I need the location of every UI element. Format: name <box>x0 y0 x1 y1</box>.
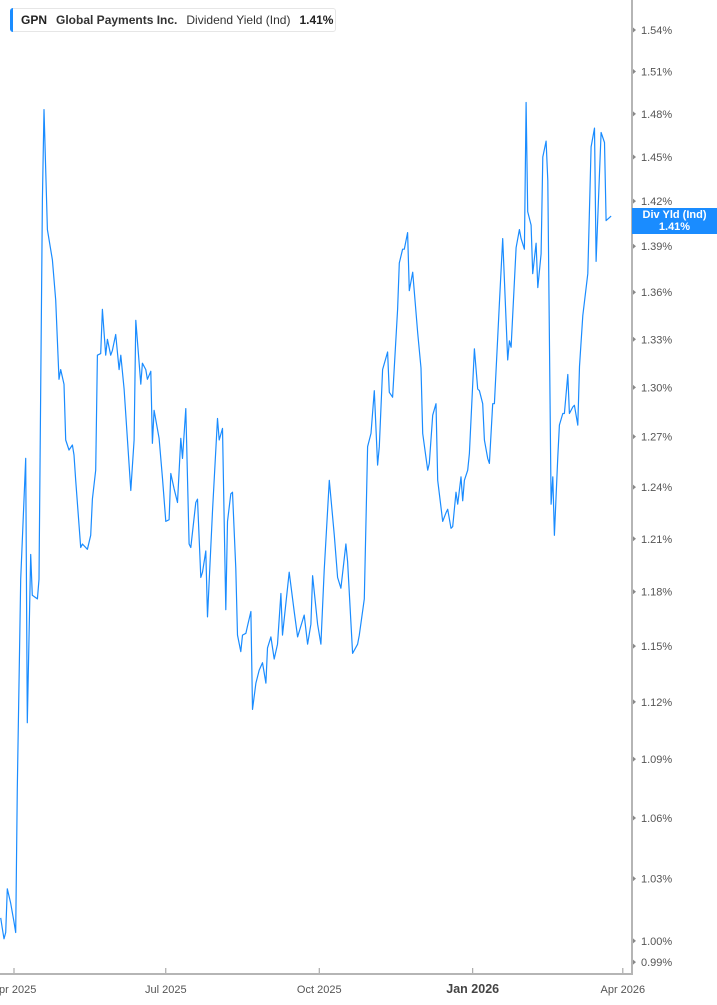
legend-metric: Dividend Yield (Ind) <box>186 13 291 27</box>
y-tick-label: 1.18% <box>641 587 672 599</box>
y-tick-label: 1.15% <box>641 641 672 653</box>
y-tick-label: 1.36% <box>641 287 672 299</box>
y-tick-label: 1.42% <box>641 196 672 208</box>
legend-box: GPN Global Payments Inc. Dividend Yield … <box>10 8 336 32</box>
data-points <box>1 102 612 939</box>
y-tick-mark <box>633 336 636 342</box>
y-tick-mark <box>633 27 636 33</box>
legend-ticker: GPN <box>21 13 48 27</box>
y-tick-mark <box>633 959 636 965</box>
y-tick-mark <box>633 484 636 490</box>
y-tick-label: 1.24% <box>641 482 672 494</box>
series-line-dividend-yield[interactable] <box>0 101 612 940</box>
y-tick-label: 1.00% <box>641 936 672 948</box>
y-tick-mark <box>633 876 636 882</box>
badge-label: Div Yld (Ind) <box>642 209 707 221</box>
legend-value: 1.41% <box>299 13 334 27</box>
y-tick-mark <box>633 815 636 821</box>
y-tick-label: 1.45% <box>641 152 672 164</box>
y-tick-mark <box>633 243 636 249</box>
y-tick-label: 1.39% <box>641 241 672 253</box>
y-tick-mark <box>633 434 636 440</box>
last-value-badge: Div Yld (Ind) 1.41% <box>632 208 717 234</box>
y-tick-mark <box>633 111 636 117</box>
x-tick-label: Apr 2026 <box>600 984 645 996</box>
x-tick-label: Jul 2025 <box>145 984 187 996</box>
y-tick-mark <box>633 938 636 944</box>
y-tick-label: 1.06% <box>641 813 672 825</box>
y-tick-label: 1.12% <box>641 697 672 709</box>
y-tick-mark <box>633 643 636 649</box>
y-tick-label: 1.48% <box>641 109 672 121</box>
y-axis: 1.54% 1.51% 1.48% 1.45% 1.42% 1.39% 1.36% 1.33%… <box>633 25 672 969</box>
y-tick-label: 1.30% <box>641 382 672 394</box>
y-tick-mark <box>633 154 636 160</box>
x-tick-label: Jan 2026 <box>446 982 499 996</box>
y-tick-label: 1.33% <box>641 334 672 346</box>
y-tick-mark <box>633 589 636 595</box>
y-tick-label: 1.27% <box>641 432 672 444</box>
y-tick-mark <box>633 198 636 204</box>
x-tick-label: Oct 2025 <box>297 984 342 996</box>
y-tick-mark <box>633 69 636 75</box>
y-tick-label: 1.54% <box>641 25 672 37</box>
y-tick-label: 1.03% <box>641 874 672 886</box>
y-tick-mark <box>633 756 636 762</box>
x-axis: Apr 2025 Jul 2025 Oct 2025 Jan 2026 Apr 2026 <box>0 968 645 996</box>
y-tick-label: 1.09% <box>641 754 672 766</box>
y-tick-label: 1.51% <box>641 67 672 79</box>
y-tick-mark <box>633 699 636 705</box>
y-tick-mark <box>633 384 636 390</box>
legend-company: Global Payments Inc. <box>56 13 178 27</box>
y-tick-label: 0.99% <box>641 957 672 969</box>
y-tick-mark <box>633 289 636 295</box>
y-tick-label: 1.21% <box>641 534 672 546</box>
x-tick-label: Apr 2025 <box>0 984 36 996</box>
series-color-marker <box>10 8 13 32</box>
badge-value: 1.41% <box>658 221 691 233</box>
y-tick-mark <box>633 536 636 542</box>
